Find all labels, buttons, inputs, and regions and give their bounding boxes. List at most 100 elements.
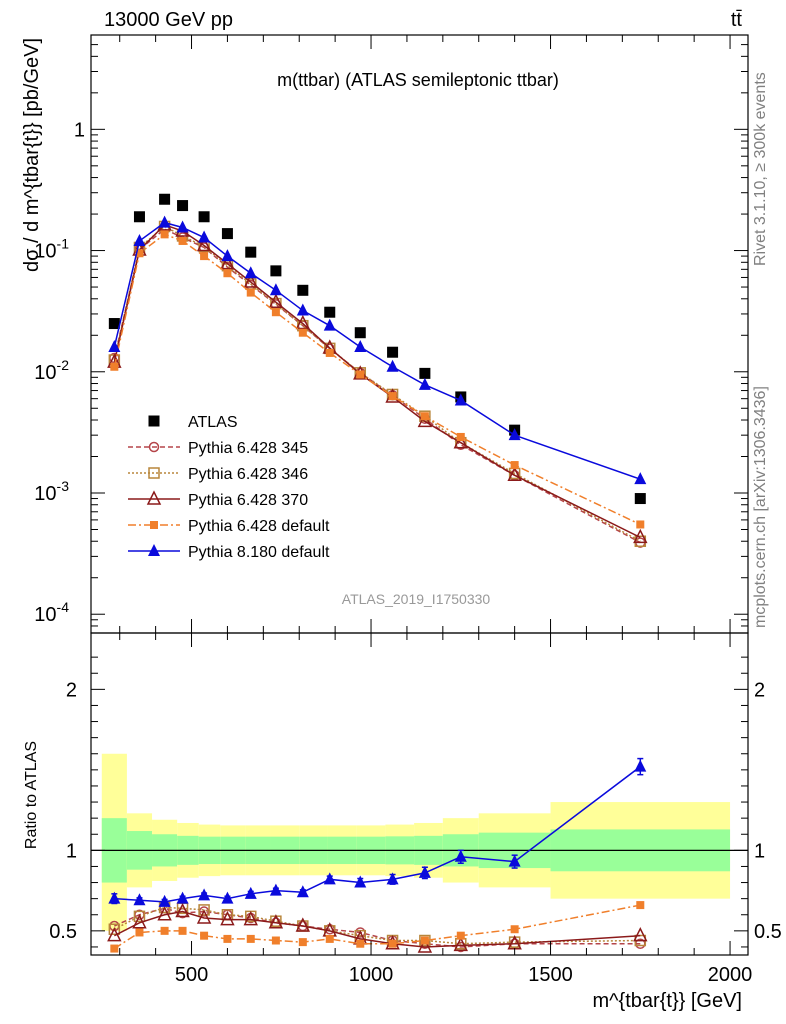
main-point-atlas bbox=[270, 265, 282, 277]
legend-marker bbox=[146, 490, 162, 505]
main-point-atlas bbox=[634, 493, 646, 505]
main-point-pythia-6-428-default bbox=[420, 412, 429, 421]
ratio-point-pythia-8-180-default bbox=[108, 891, 121, 904]
main-point-pythia-6-428-default bbox=[160, 230, 169, 239]
ratio-point-pythia-6-428-default bbox=[456, 931, 465, 940]
main-series-layer bbox=[107, 193, 648, 548]
ratio-y-tick-label: 2 bbox=[66, 679, 77, 701]
ratio-series-layer bbox=[107, 757, 648, 953]
ratio-point-pythia-8-180-default bbox=[221, 891, 234, 904]
main-point-atlas bbox=[108, 318, 120, 330]
main-point-pythia-8-180-default bbox=[176, 220, 189, 233]
ratio-point-pythia-6-428-370 bbox=[295, 917, 311, 932]
ratio-point-pythia-6-428-370 bbox=[220, 910, 235, 926]
ratio-series bbox=[109, 903, 646, 953]
ratio-point-pythia-6-428-346 bbox=[108, 923, 121, 935]
rivet-version-label: Rivet 3.1.10, ≥ 300k events bbox=[752, 72, 769, 266]
main-point-pythia-6-428-default bbox=[325, 348, 334, 357]
x-tick-label: 2000 bbox=[708, 964, 753, 986]
main-point-pythia-6-428-default bbox=[246, 288, 255, 297]
legend: ATLAS Pythia 6.428 345 Pythia 6.428 346 Pyt… bbox=[128, 414, 330, 561]
y-tick-label: 10-4 bbox=[34, 599, 69, 626]
ratio-point-pythia-8-180-default bbox=[244, 886, 257, 899]
main-point-pythia-6-428-370 bbox=[268, 293, 284, 308]
ratio-point-pythia-6-428-default bbox=[200, 931, 209, 940]
legend-item-pythia-6-428-346: Pythia 6.428 346 bbox=[128, 466, 308, 483]
ratio-point-pythia-8-180-default bbox=[386, 872, 399, 885]
ratio-point-pythia-6-428-346 bbox=[198, 904, 210, 916]
ratio-plot-frame bbox=[90, 632, 749, 956]
legend-item-pythia-6-428-default: Pythia 6.428 default bbox=[128, 518, 330, 535]
ratio-point-pythia-8-180-default bbox=[176, 891, 189, 904]
ratio-series bbox=[107, 902, 648, 953]
ratio-point-pythia-6-428-default bbox=[160, 926, 169, 935]
ratio-point-pythia-6-428-370 bbox=[175, 902, 190, 918]
ratio-point-pythia-6-428-default bbox=[510, 925, 519, 934]
legend-marker bbox=[148, 441, 160, 453]
main-point-pythia-6-428-default bbox=[636, 520, 645, 529]
main-line-pythia-6-428-346 bbox=[113, 225, 641, 542]
ratio-line-pythia-6-428-default bbox=[113, 904, 641, 950]
ratio-point-pythia-6-428-370 bbox=[633, 927, 648, 942]
main-point-pythia-6-428-370 bbox=[243, 273, 258, 288]
main-point-pythia-8-180-default bbox=[418, 377, 431, 390]
main-point-atlas bbox=[245, 246, 257, 258]
main-point-atlas bbox=[297, 284, 309, 296]
ratio-point-pythia-6-428-default bbox=[388, 939, 397, 948]
legend-label: Pythia 8.180 default bbox=[188, 544, 330, 561]
ratio-point-pythia-6-428-370 bbox=[268, 914, 284, 929]
legend-item-pythia-8-180-default: Pythia 8.180 default bbox=[128, 544, 330, 561]
main-point-pythia-6-428-default bbox=[510, 461, 519, 470]
ratio-series bbox=[110, 901, 645, 953]
main-point-atlas bbox=[419, 367, 431, 379]
plot-title: m(ttbar) (ATLAS semileptonic ttbar) bbox=[277, 70, 559, 90]
legend-item-pythia-6-428-370: Pythia 6.428 370 bbox=[128, 490, 308, 509]
legend-label: Pythia 6.428 default bbox=[188, 518, 330, 535]
ratio-point-pythia-6-428-default bbox=[110, 944, 119, 953]
main-point-pythia-6-428-370 bbox=[417, 412, 433, 428]
legend-marker bbox=[148, 467, 160, 479]
main-point-pythia-8-180-default bbox=[198, 230, 211, 243]
main-point-pythia-8-180-default bbox=[296, 303, 309, 316]
ratio-point-pythia-6-428-370 bbox=[453, 936, 469, 952]
ratio-y-tick-label-right: 0.5 bbox=[754, 921, 782, 943]
legend-marker bbox=[148, 544, 160, 556]
main-point-pythia-8-180-default bbox=[244, 266, 257, 279]
ratio-series bbox=[108, 757, 647, 907]
ratio-point-pythia-6-428-370 bbox=[107, 927, 122, 942]
ratio-point-pythia-6-428-370 bbox=[157, 906, 172, 921]
main-point-pythia-6-428-370 bbox=[295, 314, 311, 330]
legend-label: Pythia 6.428 346 bbox=[188, 466, 308, 483]
x-axis-label: m^{tbar{t}} [GeV] bbox=[593, 990, 742, 1012]
ratio-point-pythia-8-180-default bbox=[198, 888, 211, 901]
ratio-line-pythia-8-180-default bbox=[114, 766, 641, 903]
main-point-atlas bbox=[159, 193, 171, 205]
ratio-point-pythia-8-180-default bbox=[454, 849, 467, 862]
main-point-pythia-8-180-default bbox=[108, 340, 121, 353]
main-point-pythia-6-428-370 bbox=[196, 236, 212, 252]
main-point-pythia-6-428-370 bbox=[633, 528, 648, 544]
main-point-pythia-6-428-default bbox=[356, 370, 365, 379]
ratio-y-axis-label: Ratio to ATLAS bbox=[23, 741, 40, 849]
main-point-pythia-6-428-default bbox=[200, 252, 209, 261]
main-point-atlas bbox=[387, 346, 399, 358]
ratio-uncertainty-bands bbox=[101, 753, 731, 931]
mcplots-label: mcplots.cern.ch [arXiv:1306.3436] bbox=[752, 386, 769, 628]
ratio-point-pythia-6-428-370 bbox=[196, 909, 212, 924]
main-point-pythia-8-180-default bbox=[508, 428, 521, 441]
main-point-pythia-6-428-370 bbox=[453, 434, 469, 449]
ratio-point-pythia-6-428-default bbox=[135, 928, 144, 937]
ratio-point-pythia-8-180-default bbox=[296, 885, 309, 898]
x-tick-label: 500 bbox=[175, 964, 208, 986]
beam-label: 13000 GeV pp bbox=[104, 9, 233, 31]
ratio-point-pythia-6-428-default bbox=[223, 934, 232, 943]
ratio-point-pythia-6-428-default bbox=[325, 934, 334, 943]
ratio-point-pythia-8-180-default bbox=[634, 759, 647, 772]
ratio-point-pythia-8-180-default bbox=[269, 883, 282, 896]
main-point-pythia-6-428-default bbox=[298, 328, 307, 337]
ratio-y-tick-label: 1 bbox=[66, 840, 77, 862]
main-point-pythia-6-428-370 bbox=[507, 466, 522, 482]
analysis-tag: ATLAS_2019_I1750330 bbox=[342, 591, 491, 607]
